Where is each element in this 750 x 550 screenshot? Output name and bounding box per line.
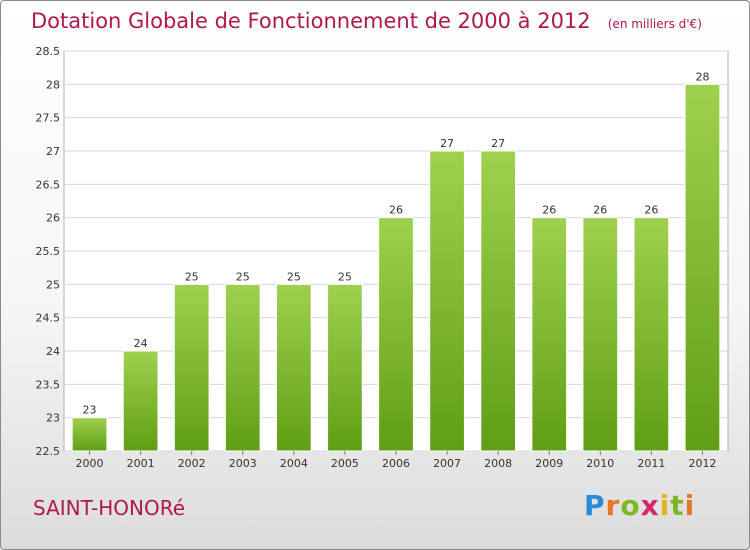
x-tick-label: 2009	[535, 457, 563, 470]
chart-title: Dotation Globale de Fonctionnement de 20…	[31, 9, 591, 33]
y-tick-label: 27.5	[36, 112, 61, 125]
place-name: SAINT-HONORé	[33, 496, 185, 520]
data-label: 25	[236, 270, 250, 283]
bar-2006	[378, 217, 414, 452]
bar-2009	[531, 217, 568, 452]
data-label: 25	[185, 270, 199, 283]
x-axis-ticks: 2000 2001 2002 2003 2004 2005 2006 2007 2008 2009…	[76, 451, 716, 470]
x-tick-label: 2002	[178, 457, 206, 470]
data-labels-group: 23 24 25 25 25 25 26 27 27 26 26 26 28	[83, 70, 710, 416]
bar-2000	[71, 417, 108, 452]
title-row: Dotation Globale de Fonctionnement de 20…	[31, 9, 702, 33]
data-label: 26	[389, 204, 403, 217]
y-tick-label: 26.5	[36, 178, 61, 191]
y-tick-label: 23.5	[36, 378, 61, 391]
y-tick-label: 28	[46, 78, 60, 91]
y-axis-ticks: 22.5 23 23.5 24 24.5 25 25.5 26 26.5 27 27.5 28 28.5	[36, 45, 61, 458]
bar-2008	[480, 150, 517, 452]
data-label: 26	[542, 204, 556, 217]
data-label: 27	[491, 137, 505, 150]
x-tick-label: 2004	[280, 457, 308, 470]
x-tick-label: 2005	[331, 457, 359, 470]
x-tick-label: 2010	[586, 457, 614, 470]
x-tick-label: 2008	[484, 457, 512, 470]
x-tick-label: 2006	[382, 457, 410, 470]
proxiti-logo[interactable]: Proxiti	[584, 489, 696, 522]
bar-2012	[684, 83, 721, 452]
y-tick-label: 28.5	[36, 45, 61, 58]
data-label: 25	[287, 270, 301, 283]
y-tick-label: 24	[46, 345, 60, 358]
x-tick-label: 2000	[76, 457, 104, 470]
bar-2002	[173, 283, 210, 452]
x-tick-label: 2011	[637, 457, 665, 470]
bar-2003	[224, 283, 261, 452]
data-label: 23	[83, 404, 97, 417]
y-tick-label: 23	[46, 412, 60, 425]
x-tick-label: 2007	[433, 457, 461, 470]
data-label: 26	[593, 204, 607, 217]
data-label: 26	[644, 204, 658, 217]
y-tick-label: 22.5	[36, 445, 61, 458]
y-tick-label: 26	[46, 212, 60, 225]
y-tick-label: 24.5	[36, 312, 61, 325]
y-tick-label: 27	[46, 145, 60, 158]
y-tick-label: 25.5	[36, 245, 61, 258]
bars-group	[71, 83, 721, 452]
x-tick-label: 2001	[127, 457, 155, 470]
data-label: 25	[338, 270, 352, 283]
data-label: 27	[440, 137, 454, 150]
bar-2001	[122, 350, 159, 452]
bar-2011	[633, 217, 670, 452]
x-tick-label: 2012	[688, 457, 716, 470]
y-tick-label: 25	[46, 278, 60, 291]
bar-2007	[429, 150, 465, 452]
bar-2004	[275, 283, 312, 452]
bar-2005	[327, 283, 363, 452]
bar-2010	[582, 217, 619, 452]
chart-subtitle: (en milliers d'€)	[607, 17, 702, 31]
data-label: 24	[134, 337, 148, 350]
data-label: 28	[695, 70, 709, 83]
x-tick-label: 2003	[229, 457, 257, 470]
